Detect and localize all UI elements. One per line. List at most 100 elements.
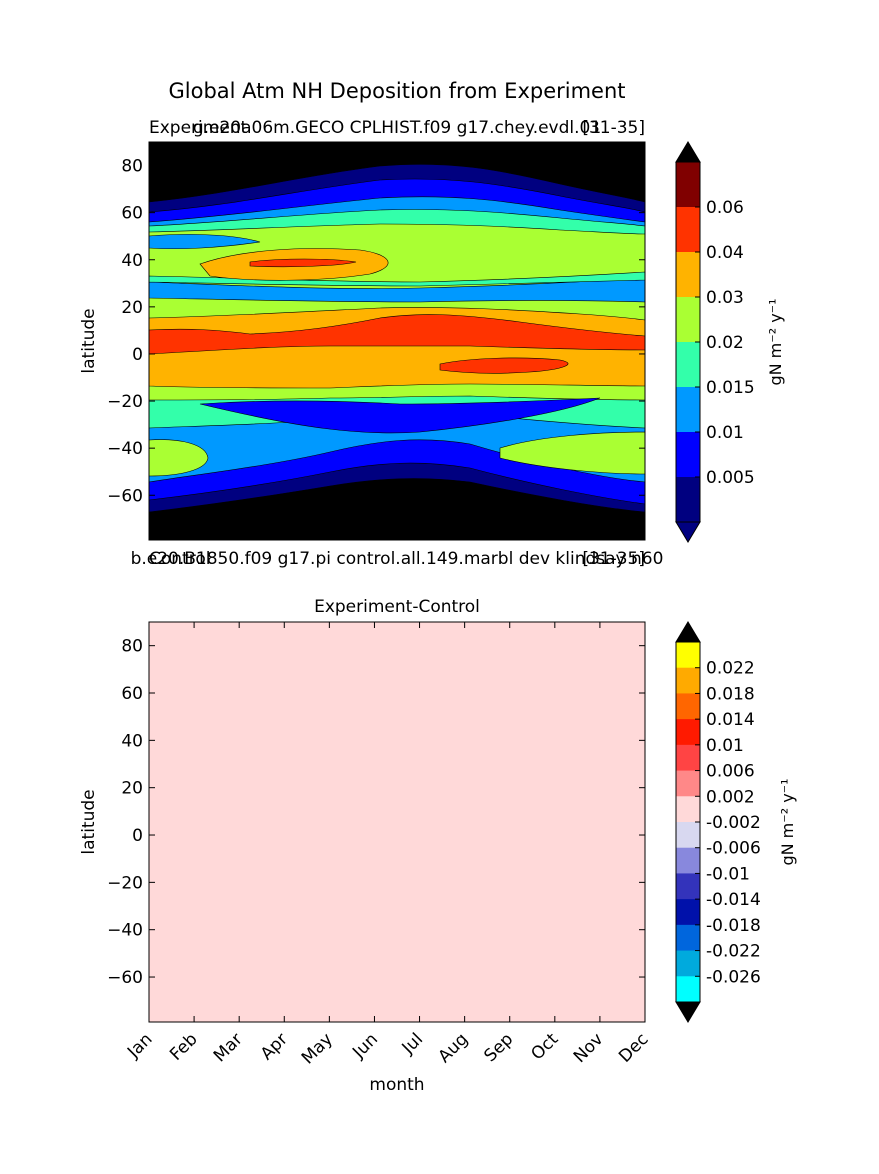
colorbar-extend-over bbox=[675, 141, 701, 163]
top-y-axis: 80 60 40 20 0 −20 −40 −60 bbox=[107, 157, 646, 540]
bottom-subtitle: Experiment-Control bbox=[314, 597, 480, 617]
contour-stripe-b bbox=[149, 271, 645, 287]
colorbar-tick-label: 0.02 bbox=[706, 333, 744, 353]
colorbar-tick-label: 0.018 bbox=[706, 684, 755, 704]
experiment-contour-field bbox=[149, 142, 645, 540]
x-tick-label: Nov bbox=[570, 1029, 608, 1067]
contour-oval-red bbox=[249, 258, 357, 268]
colorbar-segment bbox=[676, 873, 700, 900]
y-tick-label: 20 bbox=[121, 779, 143, 799]
colorbar-segment bbox=[676, 744, 700, 772]
colorbar-segment bbox=[676, 297, 700, 343]
colorbar-segment bbox=[676, 432, 700, 478]
colorbar-tick-label: -0.006 bbox=[706, 839, 761, 859]
colorbar-tick-label: 0.04 bbox=[706, 243, 744, 263]
y-tick-label: −40 bbox=[107, 439, 143, 459]
bottom-title-right: [31-35] bbox=[582, 549, 645, 569]
colorbar-segment bbox=[676, 342, 700, 388]
x-tick-label: Jan bbox=[123, 1029, 156, 1062]
y-tick-label: −20 bbox=[107, 392, 143, 412]
bottom-xlabel: month bbox=[369, 1075, 424, 1095]
colorbar-tick-label: -0.014 bbox=[706, 890, 761, 910]
top-title-center: g.e20a06m.GECO CPLHIST.f09 g17.chey.evdl… bbox=[193, 118, 601, 138]
colorbar-segment bbox=[676, 899, 700, 926]
colorbar-segment bbox=[676, 162, 700, 208]
y-tick-label: 20 bbox=[121, 298, 143, 318]
colorbar-extend-over bbox=[675, 621, 701, 643]
y-tick-label: −60 bbox=[107, 486, 143, 506]
colorbar-tick-label: 0.022 bbox=[706, 659, 755, 679]
bottom-plot-frame bbox=[148, 621, 646, 1023]
colorbar-tick-label: -0.022 bbox=[706, 942, 761, 962]
colorbar-segment bbox=[676, 770, 700, 797]
contour-stripe-a bbox=[149, 277, 645, 303]
contour-patch-north bbox=[149, 234, 261, 250]
y-tick-label: 60 bbox=[121, 204, 143, 224]
colorbar-tick-label: -0.018 bbox=[706, 916, 761, 936]
colorbar-extend-under bbox=[675, 521, 701, 543]
y-tick-label: 80 bbox=[121, 157, 143, 177]
colorbar-segment bbox=[676, 796, 700, 823]
top-ylabel: latitude bbox=[79, 308, 99, 373]
top-plot-frame bbox=[148, 141, 646, 541]
colorbar-segment bbox=[676, 693, 700, 720]
colorbar-segment bbox=[676, 822, 700, 849]
y-tick-label: 0 bbox=[132, 826, 143, 846]
x-tick-label: Apr bbox=[257, 1029, 292, 1064]
bottom-ylabel: latitude bbox=[79, 789, 99, 854]
colorbar-segment bbox=[676, 477, 700, 523]
contour-lobe-west bbox=[149, 439, 209, 477]
top-colorbar: 0.005 0.01 0.015 0.02 0.03 0.04 0.06 bbox=[675, 141, 755, 543]
x-tick-label: Jul bbox=[398, 1029, 427, 1058]
contour-lobe-east bbox=[499, 431, 645, 475]
bottom-colorbar: 0.022 0.018 0.014 0.01 0.006 0.002 -0.002 -0.00… bbox=[675, 621, 761, 1023]
colorbar-segment bbox=[676, 976, 700, 1003]
colorbar-tick-label: 0.01 bbox=[706, 423, 744, 443]
top-title-left: Experiment bbox=[149, 118, 248, 138]
x-tick-label: Oct bbox=[527, 1029, 562, 1064]
colorbar-segment bbox=[676, 950, 700, 977]
contour-blob-south bbox=[439, 357, 569, 374]
difference-panel: Control b.e20.B1850.f09 g17.pi control.a… bbox=[79, 549, 797, 1095]
difference-field bbox=[149, 622, 645, 1022]
figure-suptitle: Global Atm NH Deposition from Experiment bbox=[168, 79, 625, 103]
colorbar-segment bbox=[676, 387, 700, 433]
x-tick-label: Aug bbox=[435, 1029, 473, 1067]
colorbar-tick-label: 0.01 bbox=[706, 736, 744, 756]
colorbar-segment bbox=[676, 847, 700, 874]
y-tick-label: 40 bbox=[121, 731, 143, 751]
colorbar-tick-label: 0.06 bbox=[706, 198, 744, 218]
y-tick-label: −60 bbox=[107, 968, 143, 988]
colorbar-tick-label: 0.03 bbox=[706, 288, 744, 308]
colorbar-tick-label: -0.026 bbox=[706, 967, 761, 987]
x-tick-label: May bbox=[298, 1029, 337, 1068]
colorbar-segment bbox=[676, 252, 700, 298]
x-tick-label: Jun bbox=[348, 1029, 382, 1063]
colorbar-segment bbox=[676, 719, 700, 746]
top-title-right: [31-35] bbox=[582, 118, 645, 138]
experiment-panel: Experiment g.e20a06m.GECO CPLHIST.f09 g1… bbox=[79, 118, 785, 543]
x-tick-label: Dec bbox=[615, 1029, 652, 1066]
y-tick-label: −40 bbox=[107, 921, 143, 941]
y-tick-label: 0 bbox=[132, 345, 143, 365]
y-tick-label: −20 bbox=[107, 873, 143, 893]
y-tick-label: 80 bbox=[121, 637, 143, 657]
colorbar-segment bbox=[676, 642, 700, 669]
contour-band-6 bbox=[149, 314, 645, 355]
top-colorbar-label: gN m⁻² y⁻¹ bbox=[766, 298, 785, 385]
colorbar-tick-label: -0.01 bbox=[706, 864, 750, 884]
x-tick-label: Sep bbox=[480, 1029, 517, 1066]
colorbar-tick-label: 0.006 bbox=[706, 762, 755, 782]
x-tick-label: Mar bbox=[210, 1029, 247, 1066]
colorbar-tick-label: -0.002 bbox=[706, 813, 761, 833]
contour-trough bbox=[199, 397, 601, 434]
bottom-title-center: b.e20.B1850.f09 g17.pi control.all.149.m… bbox=[131, 549, 664, 569]
bottom-y-axis: 80 60 40 20 0 −20 −40 −60 bbox=[107, 637, 645, 988]
colorbar-extend-under bbox=[675, 1001, 701, 1023]
colorbar-segment bbox=[676, 207, 700, 253]
colorbar-tick-label: 0.005 bbox=[706, 468, 755, 488]
y-tick-label: 40 bbox=[121, 251, 143, 271]
colorbar-segment bbox=[676, 924, 700, 952]
colorbar-tick-label: 0.014 bbox=[706, 710, 755, 730]
